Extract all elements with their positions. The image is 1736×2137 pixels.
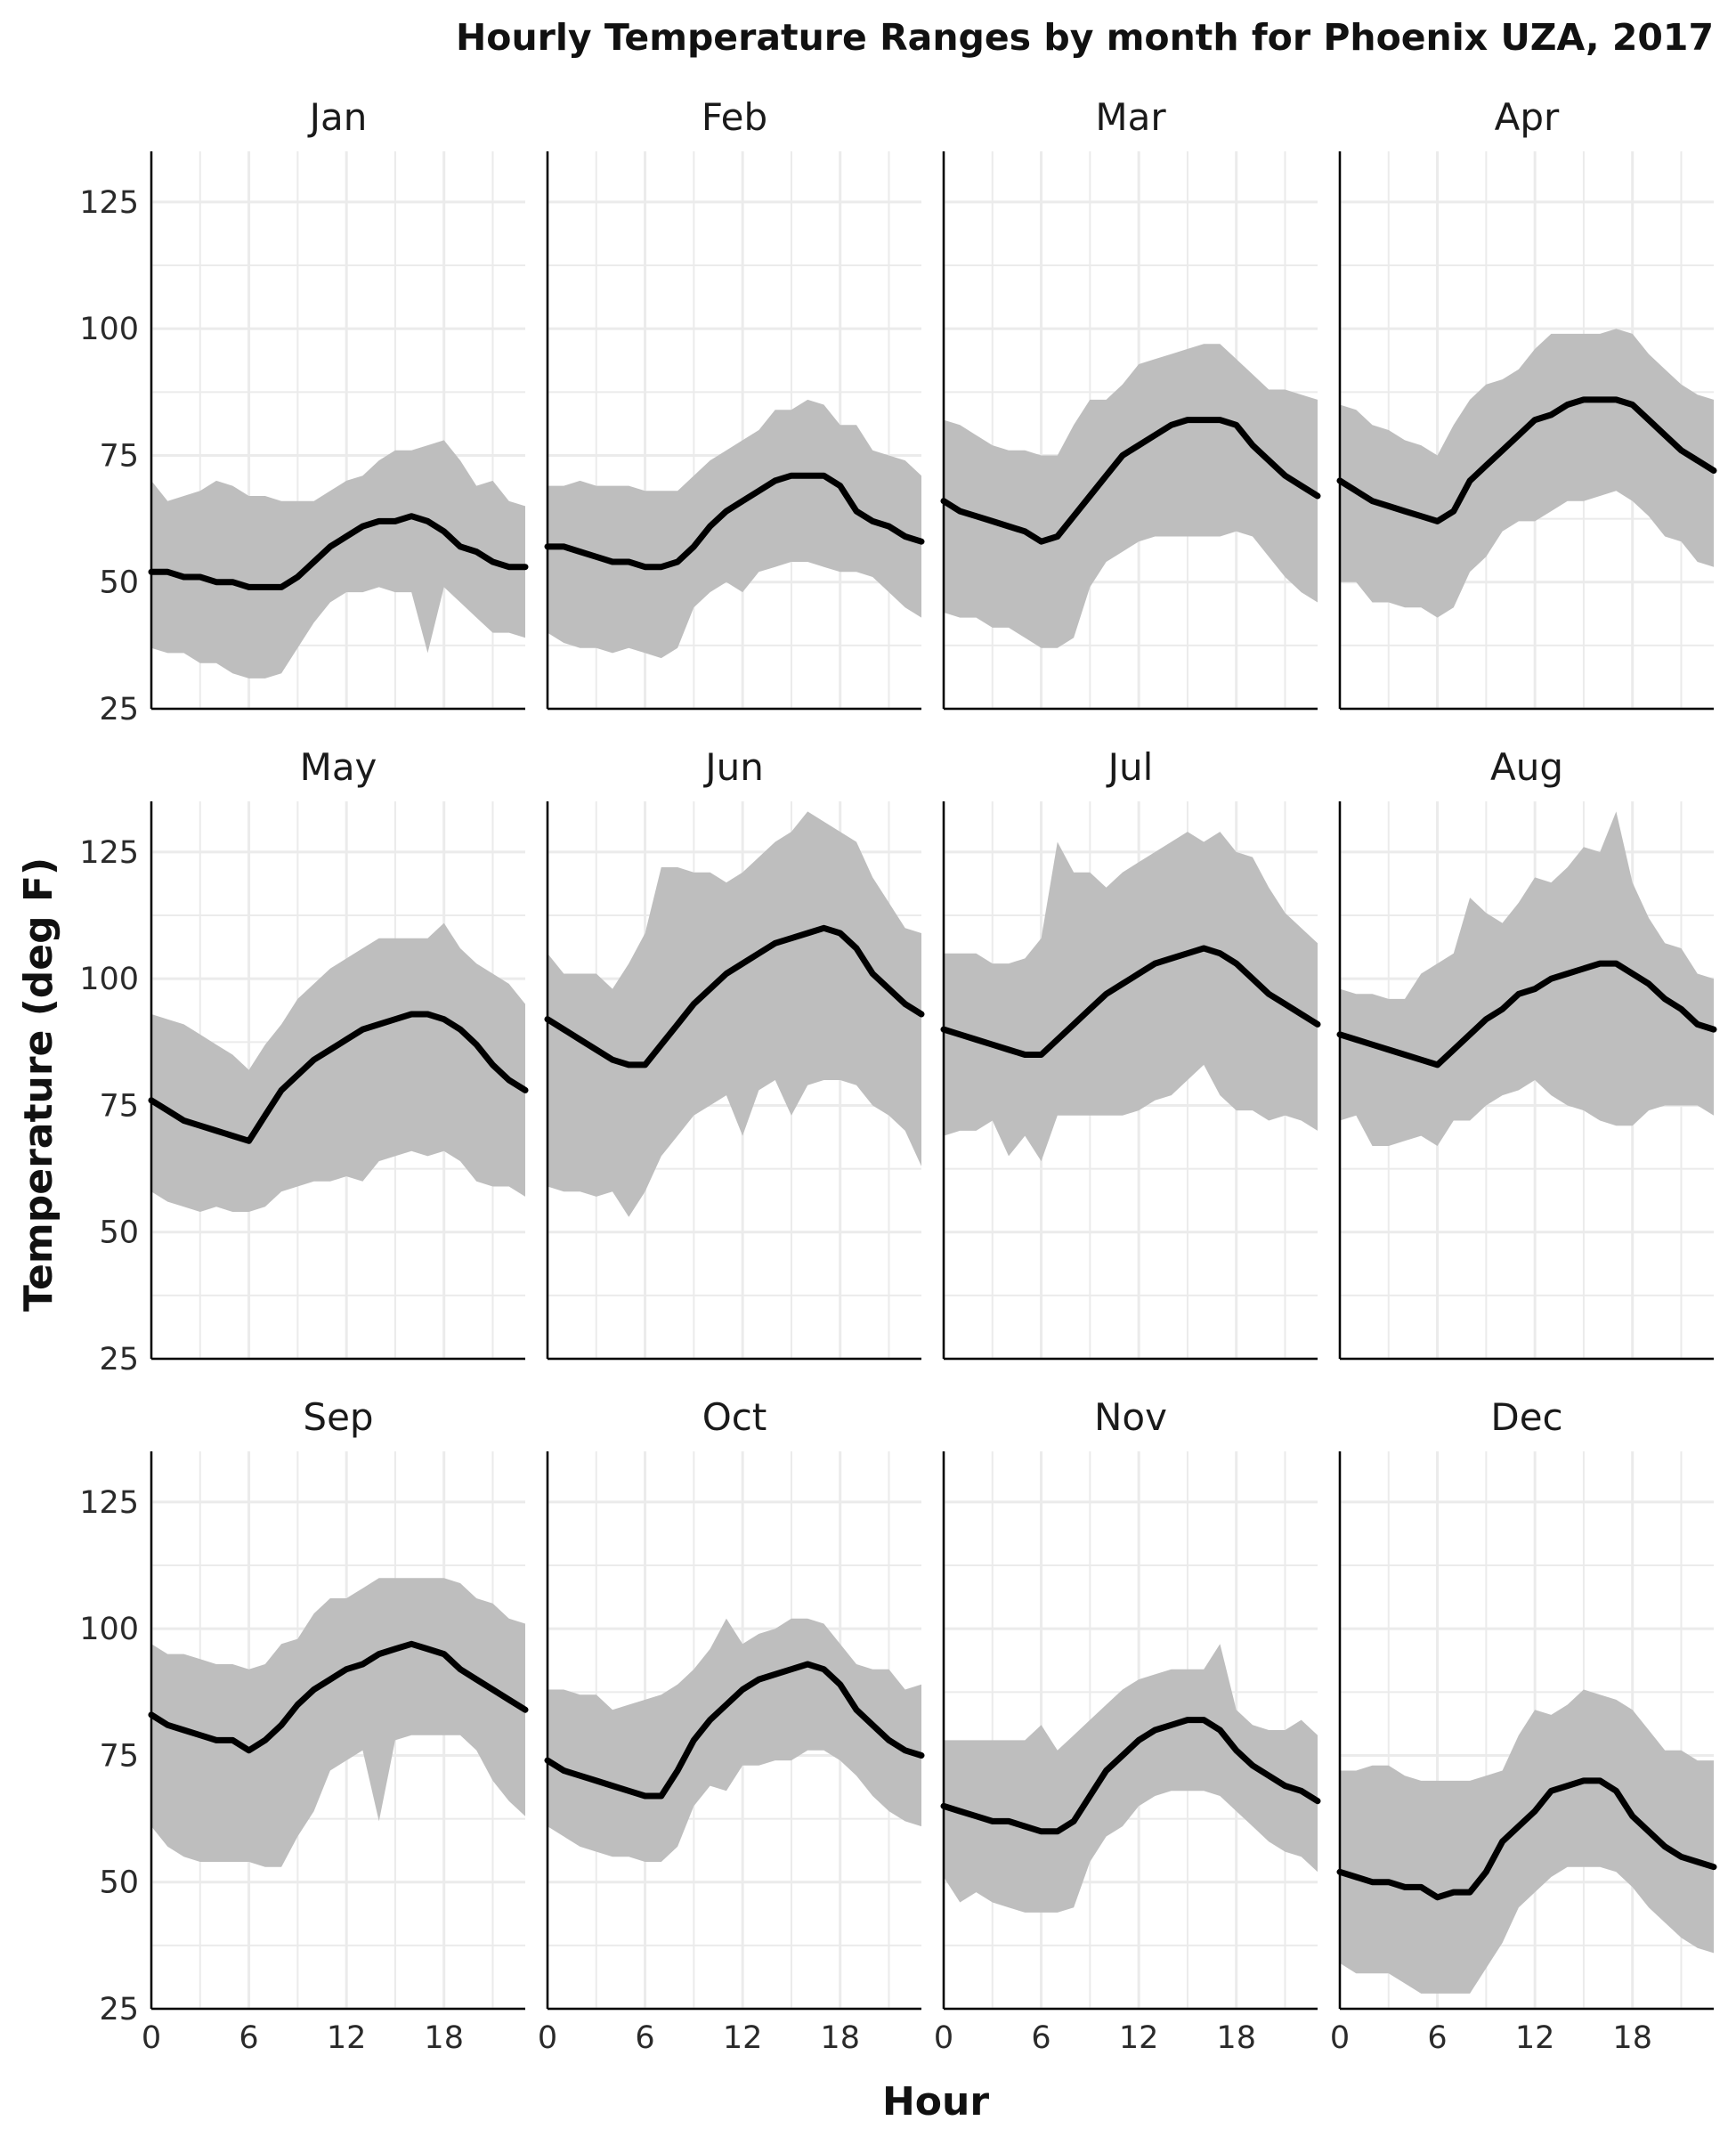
x-tick-label: 18 bbox=[424, 2020, 464, 2056]
y-tick-label: 25 bbox=[99, 692, 139, 727]
facet-label-jul: Jul bbox=[1106, 745, 1154, 789]
x-tick-label: 6 bbox=[239, 2020, 258, 2056]
chart-title: Hourly Temperature Ranges by month for P… bbox=[456, 16, 1714, 59]
x-tick-label: 0 bbox=[142, 2020, 161, 2056]
facet-label-mar: Mar bbox=[1095, 95, 1166, 139]
facet-nov: Nov 0 6 12 18 bbox=[934, 1395, 1321, 2056]
facet-label-nov: Nov bbox=[1094, 1395, 1167, 1439]
y-tick-label: 100 bbox=[79, 312, 139, 347]
range-band-nov bbox=[944, 1644, 1318, 1913]
range-band-sep bbox=[151, 1578, 525, 1867]
range-band-dec bbox=[1340, 1689, 1714, 1994]
y-tick-label: 25 bbox=[99, 1342, 139, 1377]
x-tick-label: 0 bbox=[1330, 2020, 1350, 2056]
x-tick-label: 6 bbox=[1427, 2020, 1447, 2056]
facet-jan: Jan 25 50 75 100 125 bbox=[79, 95, 529, 727]
y-tick-label: 100 bbox=[79, 962, 139, 997]
facet-label-jan: Jan bbox=[307, 95, 368, 139]
facet-label-may: May bbox=[300, 745, 377, 789]
x-tick-label: 18 bbox=[1216, 2020, 1256, 2056]
facet-may: May 25 50 75 100 125 bbox=[79, 745, 529, 1377]
facet-sep: Sep 25 50 75 100 125 0 6 12 18 bbox=[79, 1395, 529, 2056]
facet-label-jun: Jun bbox=[702, 745, 764, 789]
mean-line-mar bbox=[940, 417, 1321, 545]
facet-mar: Mar bbox=[940, 95, 1321, 711]
range-band-jan bbox=[151, 440, 525, 678]
x-tick-label: 12 bbox=[723, 2020, 763, 2056]
x-tick-label: 6 bbox=[1031, 2020, 1051, 2056]
range-band-jun bbox=[548, 811, 921, 1217]
range-band-jul bbox=[944, 832, 1318, 1162]
x-tick-label: 12 bbox=[1119, 2020, 1159, 2056]
y-tick-label: 25 bbox=[99, 1992, 139, 2027]
y-tick-label: 100 bbox=[79, 1612, 139, 1647]
mean-line-feb bbox=[544, 472, 925, 571]
y-axis-title: Temperature (deg F) bbox=[16, 857, 61, 1312]
mean-line-dec bbox=[1336, 1777, 1717, 1901]
y-tick-label: 125 bbox=[79, 185, 139, 221]
facet-apr: Apr bbox=[1336, 95, 1717, 711]
y-tick-label: 75 bbox=[99, 1738, 139, 1774]
range-band-mar bbox=[944, 344, 1318, 648]
facet-label-feb: Feb bbox=[702, 95, 767, 139]
x-tick-label: 0 bbox=[934, 2020, 953, 2056]
mean-line-nov bbox=[940, 1717, 1321, 1835]
range-band-feb bbox=[548, 399, 921, 659]
facet-jun: Jun bbox=[544, 745, 925, 1361]
facet-dec: Dec 0 6 12 18 bbox=[1330, 1395, 1717, 2056]
x-tick-label: 12 bbox=[327, 2020, 367, 2056]
mean-line-jun bbox=[544, 924, 925, 1068]
mean-line-sep bbox=[148, 1640, 529, 1754]
facet-label-aug: Aug bbox=[1490, 745, 1563, 789]
x-tick-label: 6 bbox=[635, 2020, 654, 2056]
y-tick-label: 125 bbox=[79, 1485, 139, 1521]
mean-line-oct bbox=[544, 1661, 925, 1800]
mean-line-may bbox=[148, 1011, 529, 1144]
facet-jul: Jul bbox=[940, 745, 1321, 1361]
facet-feb: Feb bbox=[544, 95, 925, 711]
mean-line-aug bbox=[1336, 960, 1717, 1068]
range-band-may bbox=[151, 922, 525, 1212]
facet-oct: Oct 0 6 12 18 bbox=[538, 1395, 925, 2056]
x-tick-label: 18 bbox=[820, 2020, 860, 2056]
y-tick-label: 50 bbox=[99, 565, 139, 601]
y-tick-label: 50 bbox=[99, 1865, 139, 1901]
facet-label-dec: Dec bbox=[1490, 1395, 1562, 1439]
facet-aug: Aug bbox=[1336, 745, 1717, 1361]
facet-label-oct: Oct bbox=[702, 1395, 767, 1439]
range-band-oct bbox=[548, 1618, 921, 1862]
y-tick-label: 50 bbox=[99, 1215, 139, 1251]
y-tick-label: 75 bbox=[99, 1088, 139, 1124]
y-tick-label: 125 bbox=[79, 835, 139, 871]
x-axis-title: Hour bbox=[882, 2079, 989, 2125]
mean-line-jul bbox=[940, 945, 1321, 1058]
facet-label-apr: Apr bbox=[1495, 95, 1560, 139]
y-tick-label: 75 bbox=[99, 438, 139, 474]
x-tick-label: 0 bbox=[538, 2020, 557, 2056]
x-tick-label: 12 bbox=[1515, 2020, 1555, 2056]
mean-line-apr bbox=[1336, 396, 1717, 524]
range-band-apr bbox=[1340, 329, 1714, 618]
x-tick-label: 18 bbox=[1612, 2020, 1652, 2056]
mean-line-jan bbox=[148, 513, 529, 590]
facet-label-sep: Sep bbox=[303, 1395, 373, 1439]
